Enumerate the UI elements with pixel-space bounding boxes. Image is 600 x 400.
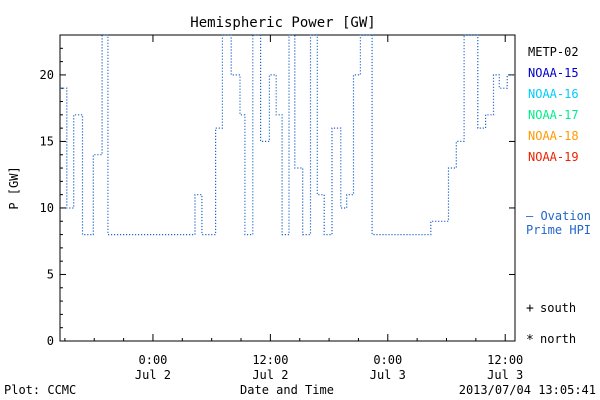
x-tick-label: 12:00: [252, 353, 288, 367]
x-tick-label: 0:00: [139, 353, 168, 367]
legend-entry-noaa-18: NOAA-18: [528, 129, 579, 143]
legend-entry-noaa-15: NOAA-15: [528, 66, 579, 80]
plus-symbol-icon: +: [526, 301, 534, 316]
x-tick-date-label: Jul 2: [252, 368, 288, 382]
plot-area: [59, 34, 516, 342]
satellite-legend: METP-02 NOAA-15 NOAA-16 NOAA-17 NOAA-18 NOAA-…: [528, 45, 579, 164]
x-tick-label: 12:00: [487, 353, 523, 367]
y-tick-label: 20: [40, 68, 54, 82]
y-tick-label: 10: [40, 201, 54, 215]
ovation-legend-label-line1: — Ovation: [526, 209, 591, 223]
ovation-hpi-line: [60, 34, 515, 236]
plot-frame: [59, 34, 516, 342]
x-tick-label: 0:00: [373, 353, 402, 367]
x-axis-label: Date and Time: [240, 383, 334, 397]
ovation-legend-label-line2: Prime HPI: [526, 223, 591, 237]
timestamp: 2013/07/04 13:05:41: [459, 383, 596, 397]
legend-entry-metp-02: METP-02: [528, 45, 579, 59]
south-label: south: [540, 301, 576, 315]
north-label: north: [540, 332, 576, 346]
x-tick-date-label: Jul 2: [135, 368, 171, 382]
y-tick-label: 0: [47, 334, 54, 348]
symbol-legend: + south * north: [526, 301, 576, 348]
x-tick-date-label: Jul 3: [370, 368, 406, 382]
y-tick-label: 15: [40, 134, 54, 148]
legend-entry-noaa-16: NOAA-16: [528, 87, 579, 101]
legend-entry-noaa-17: NOAA-17: [528, 108, 579, 122]
ovation-legend: — Ovation Prime HPI: [526, 209, 591, 237]
y-axis: 0 5 10 15 20: [40, 47, 515, 348]
y-axis-label: P [GW]: [7, 166, 21, 209]
y-tick-label: 5: [47, 267, 54, 281]
legend-entry-noaa-19: NOAA-19: [528, 150, 579, 164]
plot-credit: Plot: CCMC: [4, 383, 76, 397]
chart-title: Hemispheric Power [GW]: [190, 15, 375, 31]
asterisk-symbol-icon: *: [526, 333, 534, 348]
x-tick-date-label: Jul 3: [487, 368, 523, 382]
